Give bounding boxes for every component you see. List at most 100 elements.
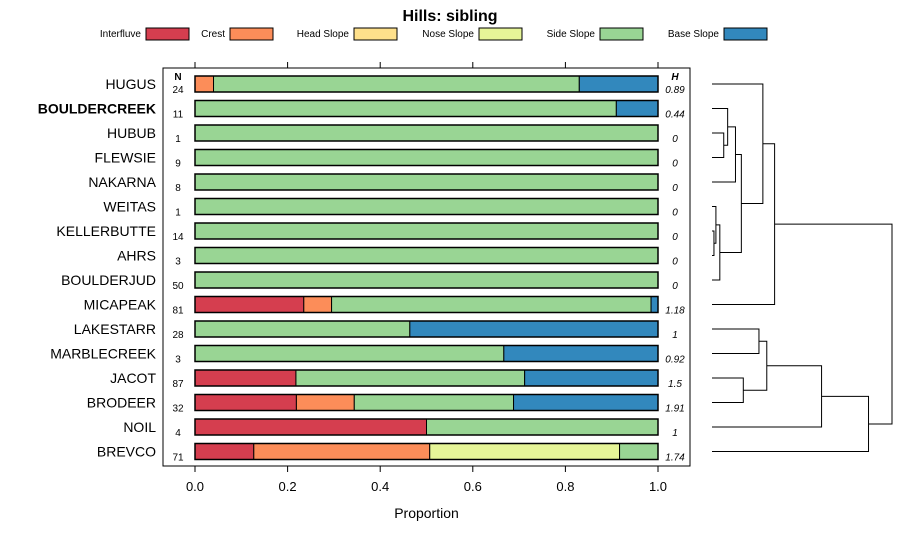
bar-row-5: WEITAS 1 0	[103, 197, 678, 219]
dendrogram-link-2	[712, 224, 721, 281]
bar-row-7: AHRS 3 0	[117, 246, 678, 268]
bar-segment-6-4	[194, 222, 659, 240]
dendrogram-link-0	[712, 230, 715, 256]
bar-segment-0-4	[213, 75, 580, 93]
n-value-6: 14	[172, 232, 184, 243]
n-value-14: 4	[175, 428, 181, 439]
bar-segment-13-0	[194, 394, 297, 411]
bar-segment-1-5	[615, 100, 659, 117]
bar-segment-8-4	[194, 271, 659, 289]
h-value-15: 1.74	[665, 453, 685, 464]
bar-segment-13-1	[295, 394, 355, 411]
dendrogram-link-8	[712, 143, 776, 305]
row-label-14: NOIL	[123, 419, 156, 435]
chart-title: Hills: sibling	[402, 8, 497, 25]
h-value-0: 0.89	[665, 85, 685, 96]
bar-segment-9-0	[194, 296, 305, 313]
bar-outline-9	[194, 295, 659, 314]
n-value-12: 87	[172, 379, 184, 390]
bar-segment-9-4	[331, 296, 652, 313]
row-label-1: BOULDERCREEK	[38, 101, 156, 117]
x-tick-label-2: 0.4	[371, 479, 389, 494]
bar-segment-11-5	[503, 345, 659, 362]
h-value-1: 0.44	[665, 110, 685, 121]
h-value-8: 0	[672, 281, 678, 292]
x-axis-label: Proportion	[394, 505, 459, 521]
bar-segment-15-1	[253, 443, 431, 460]
row-label-4: NAKARNA	[88, 174, 156, 190]
bar-segment-12-5	[524, 369, 659, 387]
legend-swatch-5	[723, 27, 768, 41]
legend-label-5: Base Slope	[668, 29, 720, 40]
legend-label-3: Nose Slope	[422, 29, 474, 40]
dendrogram-link-5	[712, 126, 736, 183]
dendrogram-link-14	[774, 223, 893, 425]
bar-segment-13-5	[513, 394, 659, 411]
bar-outline-10	[194, 320, 659, 338]
bar-row-1: BOULDERCREEK 11 0.44	[38, 99, 685, 121]
bar-segment-14-4	[426, 418, 659, 436]
row-label-12: JACOT	[110, 370, 156, 386]
n-value-9: 81	[172, 306, 184, 317]
dendrogram-link-6	[719, 153, 742, 253]
n-header: N	[174, 72, 181, 83]
bar-outline-1	[194, 99, 659, 118]
h-value-6: 0	[672, 232, 678, 243]
bar-outline-14	[194, 418, 659, 436]
dendrogram	[712, 83, 893, 452]
bar-segment-14-0	[194, 418, 427, 436]
h-value-5: 0	[672, 208, 678, 219]
bar-row-2: HUBUB 1 0	[107, 124, 678, 145]
row-label-13: BRODEER	[87, 395, 156, 411]
dendrogram-link-11	[743, 340, 768, 391]
bar-outline-7	[194, 246, 659, 265]
bar-segment-15-3	[429, 443, 621, 460]
bar-segment-11-4	[194, 345, 505, 362]
x-tick-label-1: 0.2	[279, 479, 297, 494]
legend-label-4: Side Slope	[547, 29, 596, 40]
h-value-14: 1	[672, 428, 678, 439]
bar-outline-12	[194, 369, 659, 387]
bar-outline-15	[194, 442, 659, 461]
x-tick-label-5: 1.0	[649, 479, 667, 494]
dendrogram-link-4	[712, 108, 729, 146]
x-tick-label-4: 0.8	[556, 479, 574, 494]
bar-row-10: LAKESTARR 28 1	[74, 320, 678, 341]
n-value-5: 1	[175, 208, 181, 219]
legend-swatch-2	[353, 27, 398, 41]
h-value-12: 1.5	[668, 379, 682, 390]
bar-segment-12-4	[295, 369, 526, 387]
n-value-3: 9	[175, 159, 181, 170]
dendrogram-link-13	[712, 395, 870, 452]
legend-swatch-4	[599, 27, 644, 41]
x-tick-label-0: 0.0	[186, 479, 204, 494]
n-value-15: 71	[172, 453, 184, 464]
bar-segment-2-4	[194, 124, 659, 142]
bar-segment-13-4	[353, 394, 515, 411]
h-value-4: 0	[672, 183, 678, 194]
legend-swatch-0	[145, 27, 190, 41]
h-value-7: 0	[672, 257, 678, 268]
bar-outline-6	[194, 222, 659, 240]
bar-segment-10-5	[409, 320, 659, 338]
bar-outline-5	[194, 197, 659, 216]
bar-outline-0	[194, 75, 659, 93]
row-label-11: MARBLECREEK	[50, 346, 156, 362]
dendrogram-link-9	[712, 377, 744, 403]
bar-outline-11	[194, 344, 659, 363]
bar-segment-4-4	[194, 173, 659, 191]
bar-row-9: MICAPEAK 81 1.18	[84, 295, 685, 317]
n-value-11: 3	[175, 355, 181, 366]
bar-row-8: BOULDERJUD 50 0	[61, 271, 678, 292]
h-value-10: 1	[672, 330, 678, 341]
row-label-5: WEITAS	[103, 199, 156, 215]
h-value-3: 0	[672, 159, 678, 170]
h-header: H	[671, 72, 679, 83]
bar-segment-3-4	[194, 149, 659, 166]
bar-segment-5-4	[194, 198, 659, 215]
n-value-4: 8	[175, 183, 181, 194]
n-value-1: 11	[173, 110, 184, 121]
row-label-15: BREVCO	[97, 444, 156, 460]
